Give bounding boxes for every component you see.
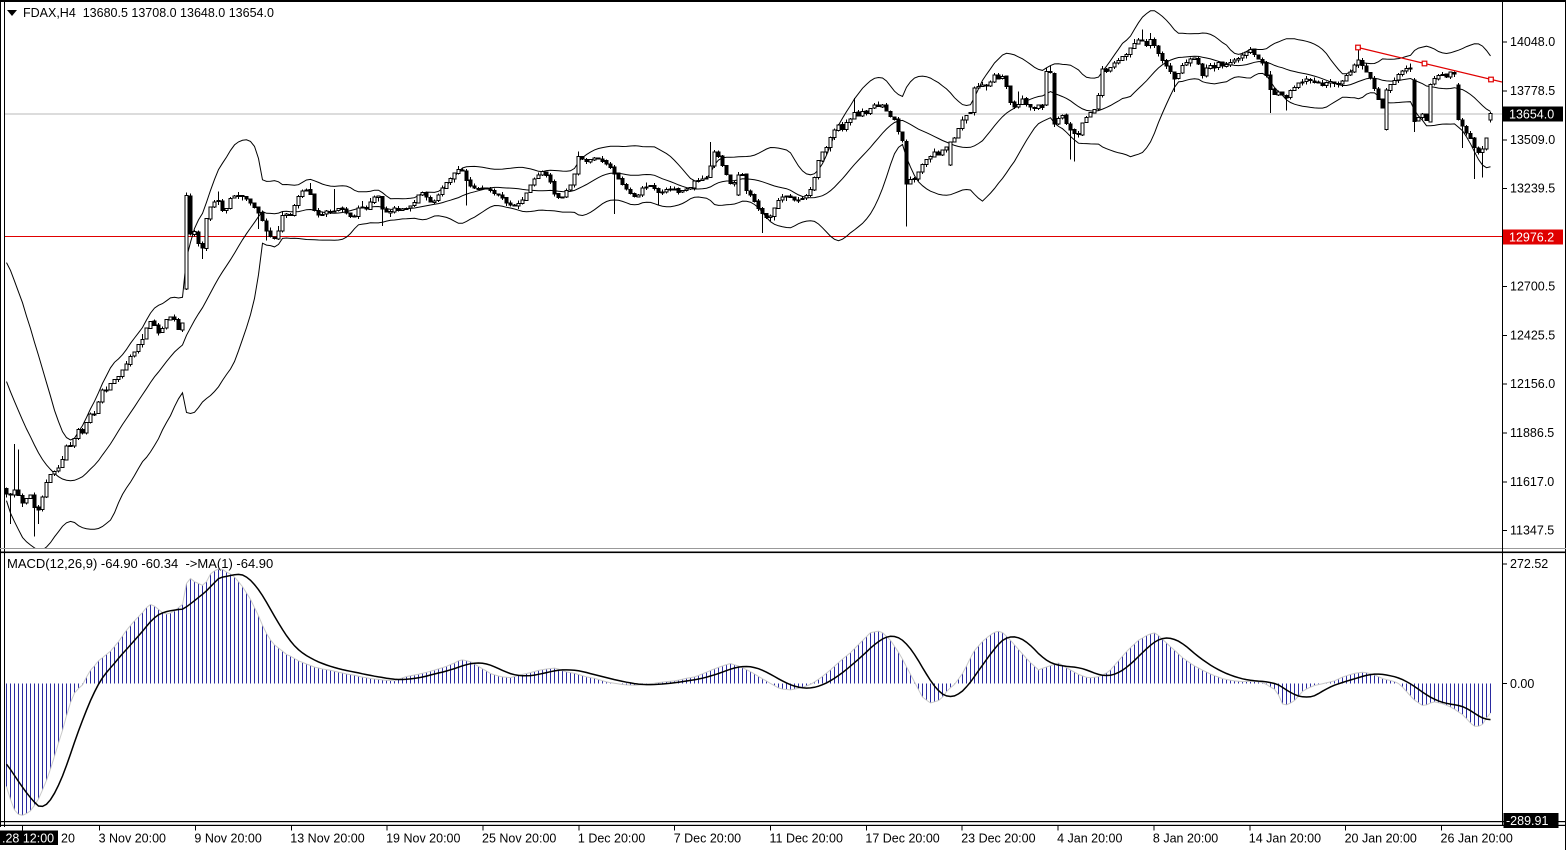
svg-text:13778.5: 13778.5	[1510, 84, 1555, 98]
svg-text:FDAX,H4 13680.5 13708.0 13648: FDAX,H4 13680.5 13708.0 13648.0 13654.0	[23, 6, 274, 20]
svg-text:12976.2: 12976.2	[1509, 231, 1554, 245]
svg-text:1 Dec 20:00: 1 Dec 20:00	[578, 832, 645, 846]
svg-text:13 Nov 20:00: 13 Nov 20:00	[290, 832, 364, 846]
svg-text:11886.5: 11886.5	[1510, 426, 1554, 440]
svg-text:17 Dec 20:00: 17 Dec 20:00	[865, 832, 939, 846]
svg-text:13654.0: 13654.0	[1509, 108, 1554, 122]
svg-text:8 Jan 20:00: 8 Jan 20:00	[1153, 832, 1218, 846]
svg-text:12700.5: 12700.5	[1510, 279, 1555, 293]
svg-text:12425.5: 12425.5	[1510, 328, 1555, 342]
svg-text:11347.5: 11347.5	[1510, 524, 1554, 538]
svg-text:MACD(12,26,9) -64.90 -60.34 -: MACD(12,26,9) -64.90 -60.34 ->MA(1) -64.…	[7, 556, 273, 571]
svg-text:25 Nov 20:00: 25 Nov 20:00	[482, 832, 556, 846]
svg-text:0.00: 0.00	[1510, 677, 1534, 691]
svg-text:14048.0: 14048.0	[1510, 35, 1555, 49]
svg-text:-289.91: -289.91	[1506, 814, 1548, 828]
svg-text:13239.5: 13239.5	[1510, 182, 1555, 196]
svg-text:3 Nov 20:00: 3 Nov 20:00	[99, 832, 166, 846]
svg-text:19 Nov 20:00: 19 Nov 20:00	[386, 832, 460, 846]
svg-text:11617.0: 11617.0	[1510, 475, 1554, 489]
svg-text:.28 12:00: .28 12:00	[2, 832, 54, 846]
svg-text:4 Jan 20:00: 4 Jan 20:00	[1057, 832, 1122, 846]
svg-text:12156.0: 12156.0	[1510, 377, 1555, 391]
svg-text:13509.0: 13509.0	[1510, 133, 1555, 147]
svg-text:26 Jan 20:00: 26 Jan 20:00	[1441, 832, 1513, 846]
svg-text:23 Dec 20:00: 23 Dec 20:00	[961, 832, 1035, 846]
svg-text:11 Dec 20:00: 11 Dec 20:00	[770, 832, 843, 846]
svg-text:20: 20	[61, 832, 75, 846]
svg-text:9 Nov 20:00: 9 Nov 20:00	[194, 832, 261, 846]
svg-text:7 Dec 20:00: 7 Dec 20:00	[674, 832, 741, 846]
svg-text:272.52: 272.52	[1510, 557, 1548, 571]
svg-text:20 Jan 20:00: 20 Jan 20:00	[1345, 832, 1417, 846]
svg-text:14 Jan 20:00: 14 Jan 20:00	[1249, 832, 1321, 846]
